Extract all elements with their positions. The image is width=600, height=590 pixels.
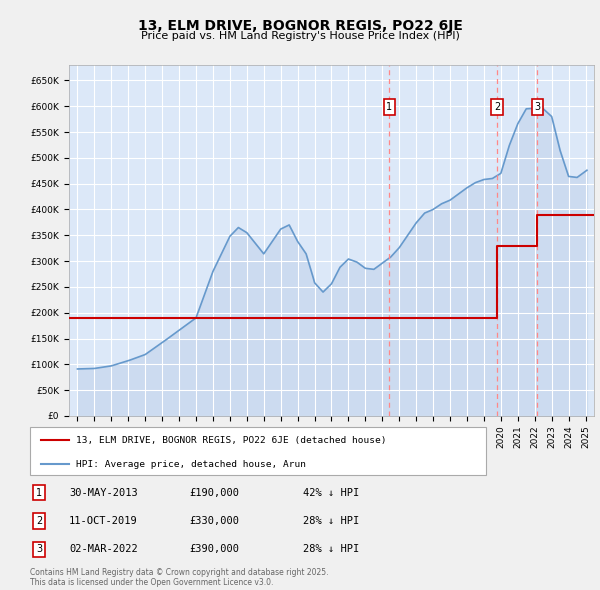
Text: 2: 2 bbox=[494, 102, 500, 112]
Text: 28% ↓ HPI: 28% ↓ HPI bbox=[303, 516, 359, 526]
Text: £190,000: £190,000 bbox=[189, 488, 239, 497]
Text: 02-MAR-2022: 02-MAR-2022 bbox=[69, 545, 138, 554]
Text: 2: 2 bbox=[36, 516, 42, 526]
Text: HPI: Average price, detached house, Arun: HPI: Average price, detached house, Arun bbox=[76, 460, 305, 469]
FancyBboxPatch shape bbox=[30, 427, 486, 475]
Text: 1: 1 bbox=[36, 488, 42, 497]
Text: 42% ↓ HPI: 42% ↓ HPI bbox=[303, 488, 359, 497]
Text: 13, ELM DRIVE, BOGNOR REGIS, PO22 6JE: 13, ELM DRIVE, BOGNOR REGIS, PO22 6JE bbox=[137, 19, 463, 33]
Text: 3: 3 bbox=[535, 102, 541, 112]
Text: £390,000: £390,000 bbox=[189, 545, 239, 554]
Text: Price paid vs. HM Land Registry's House Price Index (HPI): Price paid vs. HM Land Registry's House … bbox=[140, 31, 460, 41]
Text: £330,000: £330,000 bbox=[189, 516, 239, 526]
Text: 30-MAY-2013: 30-MAY-2013 bbox=[69, 488, 138, 497]
Text: 13, ELM DRIVE, BOGNOR REGIS, PO22 6JE (detached house): 13, ELM DRIVE, BOGNOR REGIS, PO22 6JE (d… bbox=[76, 435, 386, 445]
Text: 3: 3 bbox=[36, 545, 42, 554]
Text: Contains HM Land Registry data © Crown copyright and database right 2025.
This d: Contains HM Land Registry data © Crown c… bbox=[30, 568, 329, 587]
Text: 11-OCT-2019: 11-OCT-2019 bbox=[69, 516, 138, 526]
Text: 28% ↓ HPI: 28% ↓ HPI bbox=[303, 545, 359, 554]
Text: 1: 1 bbox=[386, 102, 392, 112]
